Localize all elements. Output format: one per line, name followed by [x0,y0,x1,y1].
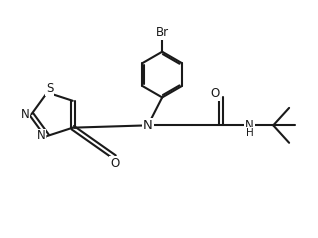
Text: Br: Br [156,26,169,39]
Text: O: O [210,87,219,100]
Text: H: H [246,128,254,138]
Text: O: O [110,157,119,170]
Text: S: S [46,82,53,95]
Text: N: N [245,119,254,132]
Text: N: N [143,119,153,132]
Text: N: N [21,108,30,121]
Text: N: N [37,129,45,143]
